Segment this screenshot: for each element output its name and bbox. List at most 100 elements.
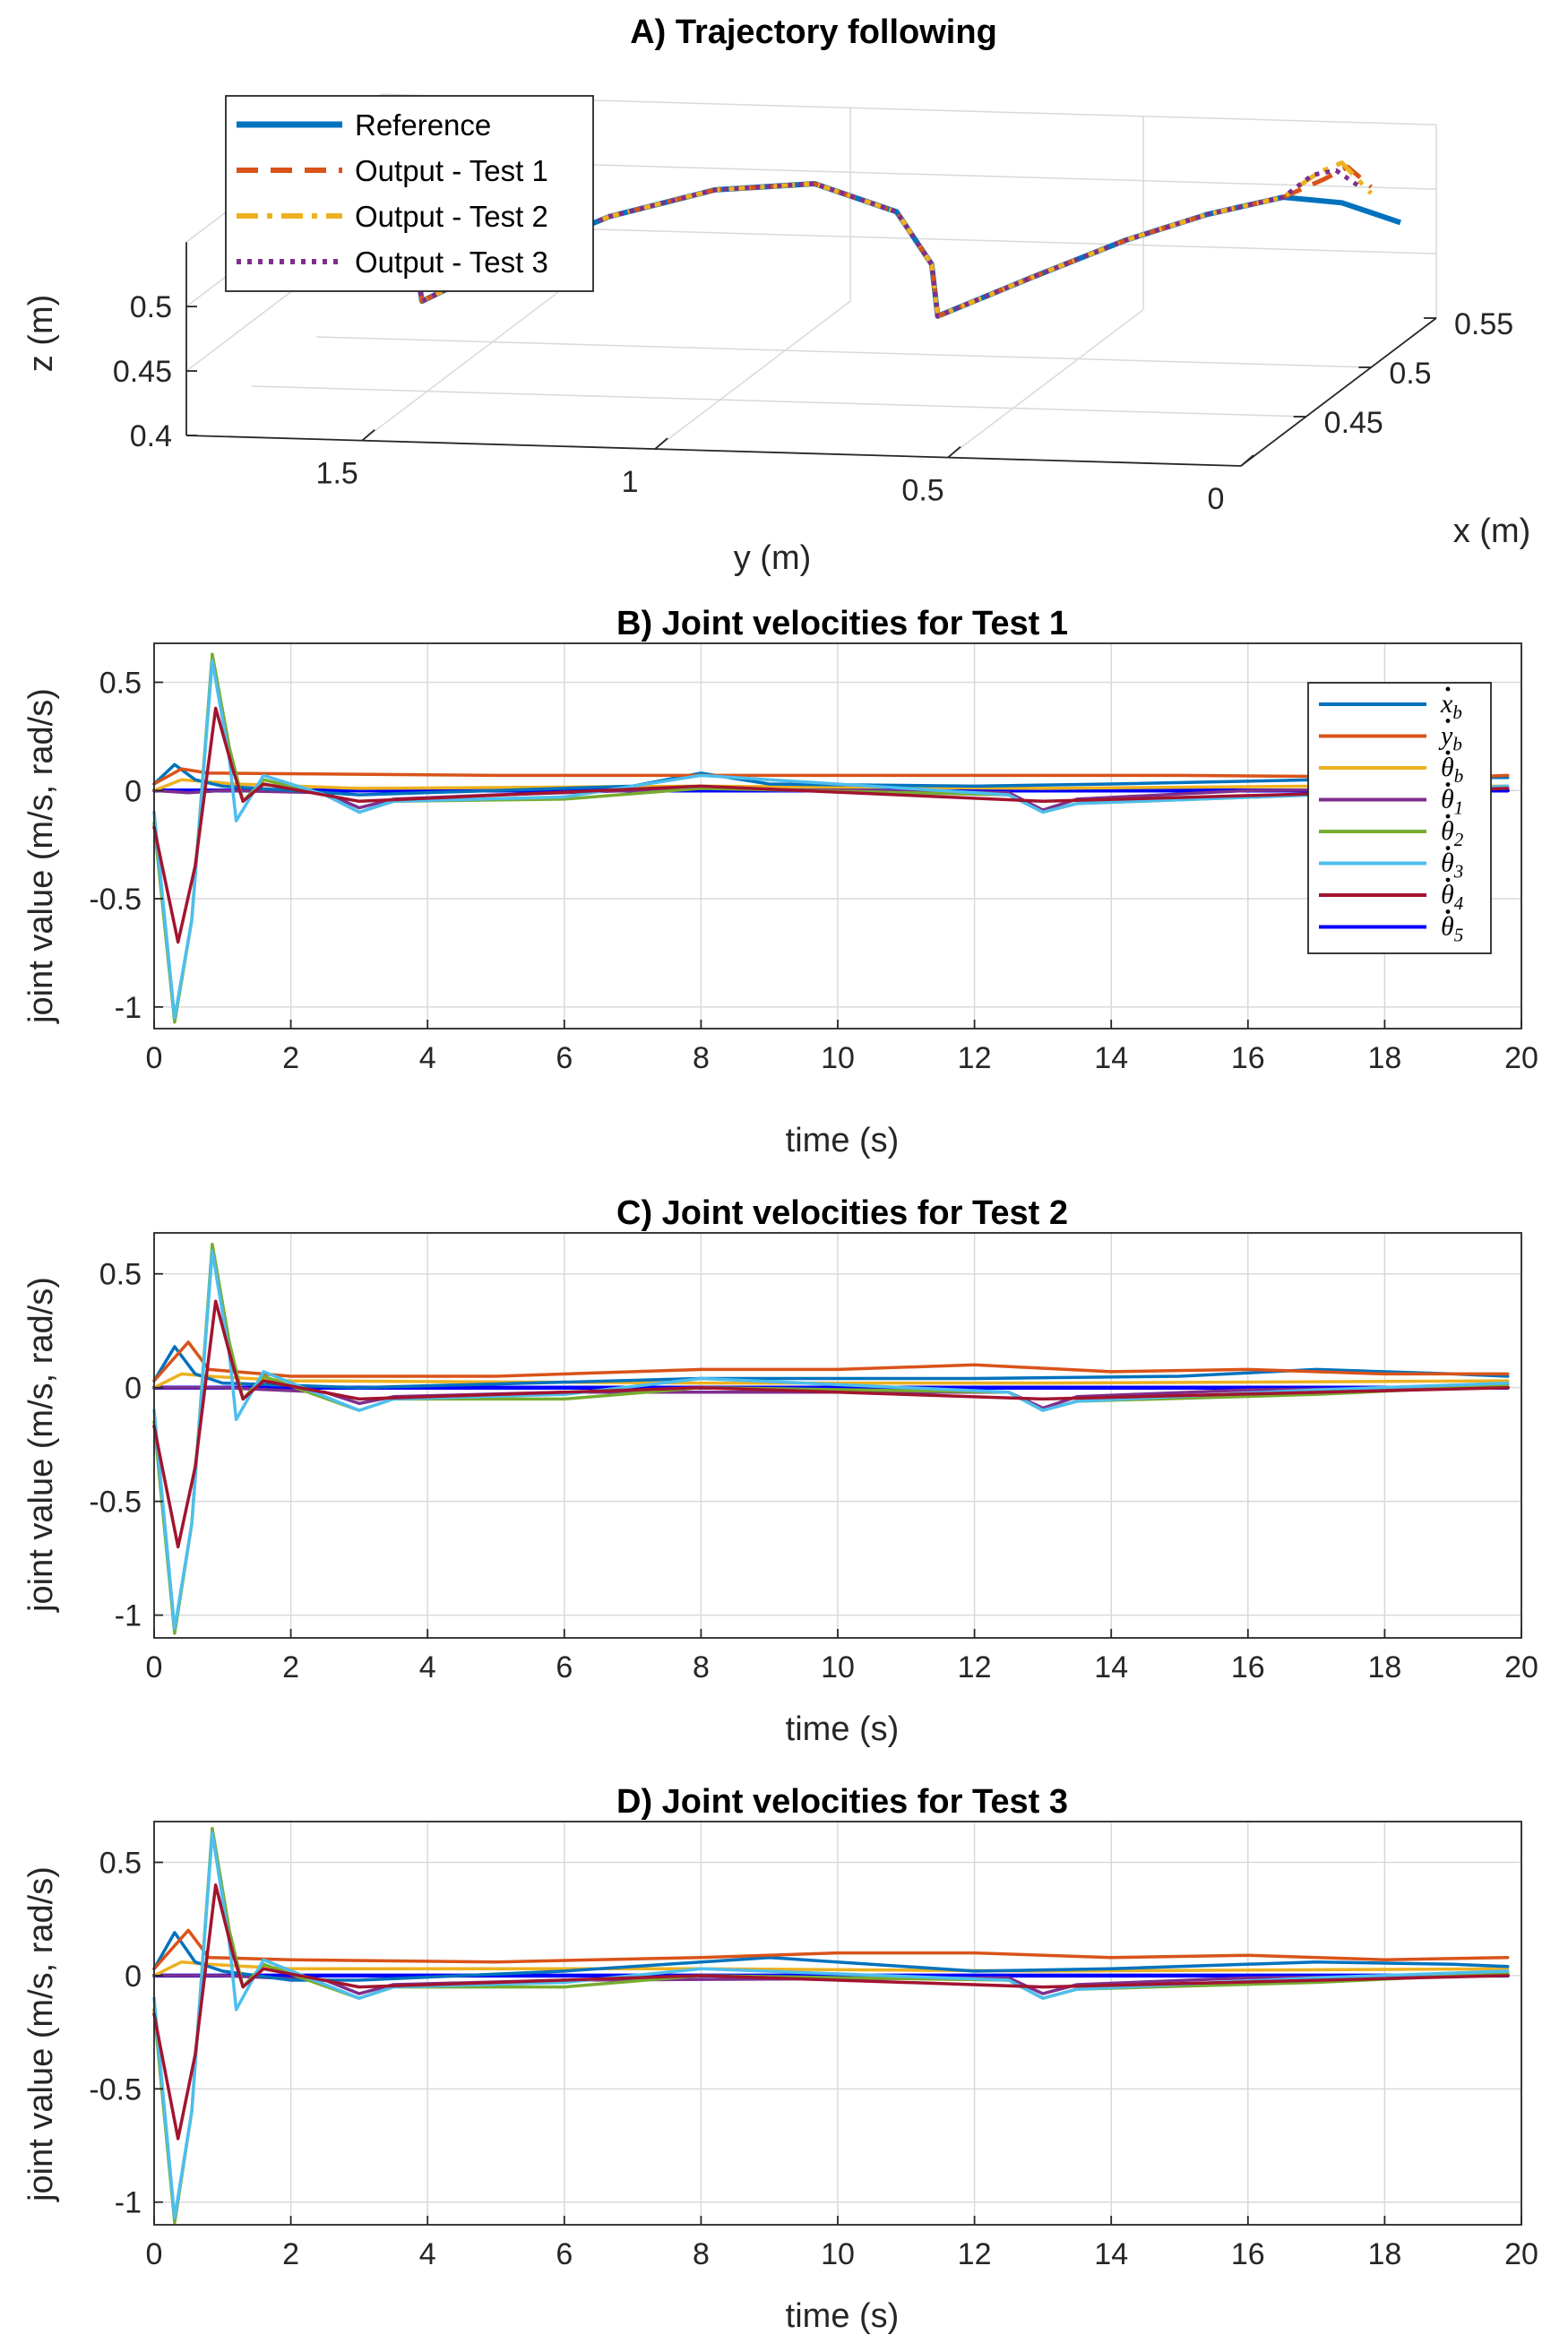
- series-line-theta-3: [152, 1831, 1510, 2220]
- legend-symbol: θ: [1441, 912, 1454, 942]
- legend-dot-accent: [1445, 846, 1451, 850]
- x-tick-label: 6: [556, 1041, 573, 1075]
- y-tick-label: -0.5: [89, 1486, 142, 1520]
- series-line-theta-b: [152, 1372, 1510, 1390]
- panel-a-xlabel: x (m): [1453, 513, 1531, 550]
- y-tick-label: 1: [622, 465, 639, 499]
- y-tick-label: 1.5: [316, 457, 358, 491]
- legend-dot-accent: [1445, 877, 1451, 883]
- panel-c-velocities: C) Joint velocities for Test 2 0 2 4 6 8 10 12…: [22, 1194, 1538, 1748]
- y-tick-label: -0.5: [89, 2072, 142, 2106]
- legend-box: [1307, 682, 1492, 954]
- series-line-y-b: [152, 1340, 1510, 1383]
- panel-a-trajectory-3d: A) Trajectory following 0.40.450.51.5 1 0.…: [22, 13, 1530, 577]
- legend-dot-accent: [1445, 686, 1451, 692]
- y-tick-label: 0.5: [99, 1258, 142, 1292]
- y-tick-label: 0.5: [99, 666, 142, 700]
- legend-label-test-2: Output - Test 2: [355, 200, 548, 233]
- x-axis-line: [1240, 317, 1437, 467]
- series-line-y-b: [152, 1928, 1510, 1971]
- legend-label-theta-b: θb: [1441, 753, 1463, 787]
- x-tick-label: 16: [1231, 1041, 1265, 1075]
- y-tick-label: 0: [125, 774, 142, 808]
- legend-label-test-3: Output - Test 3: [355, 246, 548, 279]
- y-tick-label: -1: [115, 991, 142, 1025]
- legend-subscript: 1: [1454, 797, 1464, 819]
- x-tick-label: 18: [1367, 1041, 1401, 1075]
- x-tick-label: 12: [958, 2237, 992, 2271]
- panel-a-legend: Reference Output - Test 1 Output - Test 2 O…: [225, 95, 594, 292]
- x-tick-label: 4: [419, 1650, 436, 1684]
- x-tick-label: 2: [282, 1041, 299, 1075]
- panel-c-ylabel: joint value (m/s, rad/s): [22, 1277, 60, 1613]
- x-tick-label: 12: [958, 1041, 992, 1075]
- x-tick-label: 8: [693, 2237, 710, 2271]
- series-line-theta-4: [152, 1883, 1510, 2141]
- x-tick-label: 0.45: [1324, 406, 1383, 440]
- x-tick-label: 8: [693, 1650, 710, 1684]
- legend-subscript: b: [1452, 734, 1462, 755]
- legend-dot-accent: [1445, 750, 1451, 755]
- panel-c-xlabel: time (s): [786, 1710, 900, 1748]
- panel-b-ylabel: joint value (m/s, rad/s): [22, 688, 60, 1024]
- x-tick-label: 10: [821, 2237, 855, 2271]
- legend-subscript: 4: [1454, 892, 1464, 914]
- panel-c-title: C) Joint velocities for Test 2: [616, 1194, 1068, 1232]
- grid-line-y-floor: [654, 300, 851, 450]
- legend-label-test-1: Output - Test 1: [355, 154, 548, 187]
- trajectory-line-test-3: [408, 168, 1361, 319]
- series-line-theta-3: [152, 659, 1510, 1020]
- legend-symbol: x: [1440, 689, 1453, 719]
- x-tick-label: 10: [821, 1041, 855, 1075]
- x-tick-label: 12: [958, 1650, 992, 1684]
- panel-d-ylabel: joint value (m/s, rad/s): [22, 1866, 60, 2202]
- panel-b-xlabel: time (s): [786, 1122, 900, 1159]
- y-tick-label: 0.5: [901, 474, 943, 508]
- x-tick-label: 6: [556, 2237, 573, 2271]
- y-tick-label: 0: [125, 1372, 142, 1406]
- x-tick-label: 4: [419, 1041, 436, 1075]
- panel-b-plot-area: 0 2 4 6 8 10 12 14 16 18 20-1-0.500.5xbybθbθ1θ2θ3θ…: [89, 642, 1538, 1075]
- series-line-theta-4: [152, 706, 1510, 944]
- x-tick-label: 8: [693, 1041, 710, 1075]
- legend-subscript: b: [1454, 765, 1464, 787]
- legend-symbol: θ: [1441, 880, 1454, 909]
- legend-subscript: b: [1452, 702, 1462, 723]
- y-tick-mark: [361, 428, 375, 442]
- panel-a-tick-labels: 0.40.450.51.5 1 0.5 00.450.50.55: [113, 290, 1513, 516]
- series-line-theta-2: [152, 1242, 1510, 1635]
- panel-b-title: B) Joint velocities for Test 1: [616, 605, 1068, 642]
- x-tick-label: 20: [1504, 1041, 1538, 1075]
- series-line-theta-2: [152, 1826, 1510, 2225]
- x-tick-label: 4: [419, 2237, 436, 2271]
- legend-label-y-b: yb: [1438, 721, 1462, 755]
- x-tick-label: 2: [282, 2237, 299, 2271]
- panel-d-plot-area: 0 2 4 6 8 10 12 14 16 18 20 -1 -0.5 0 0.5: [89, 1821, 1538, 2271]
- y-tick-label: 0: [125, 1960, 142, 1994]
- legend-symbol: θ: [1441, 816, 1454, 846]
- panel-b-velocities: B) Joint velocities for Test 1 0 2 4 6 8 10 12…: [22, 605, 1538, 1159]
- grid-line-x-floor: [316, 336, 1372, 368]
- x-tick-label: 6: [556, 1650, 573, 1684]
- panel-d-velocities: D) Joint velocities for Test 3 0 2 4 6 8 10 12…: [22, 1783, 1538, 2335]
- y-tick-label: -0.5: [89, 883, 142, 917]
- y-tick-label: 0.5: [99, 1847, 142, 1881]
- y-tick-label: -1: [115, 1599, 142, 1633]
- x-tick-label: 10: [821, 1650, 855, 1684]
- x-tick-label: 14: [1094, 2237, 1128, 2271]
- series-line-theta-2: [152, 652, 1510, 1024]
- legend-dot-accent: [1445, 909, 1451, 914]
- z-tick-label: 0.45: [113, 355, 172, 389]
- x-tick-label: 18: [1367, 1650, 1401, 1684]
- x-tick-label: 0: [146, 1650, 163, 1684]
- y-tick-label: 0: [1208, 482, 1225, 516]
- grid-line-y-floor: [361, 292, 558, 442]
- panel-d-title: D) Joint velocities for Test 3: [616, 1783, 1068, 1821]
- trajectory-line-test-1: [408, 164, 1373, 319]
- legend-symbol: θ: [1441, 785, 1454, 814]
- series-line-theta-b: [152, 778, 1510, 793]
- legend-dot-accent: [1445, 719, 1451, 723]
- legend-label-theta-2: θ2: [1441, 816, 1464, 850]
- x-tick-label: 18: [1367, 2237, 1401, 2271]
